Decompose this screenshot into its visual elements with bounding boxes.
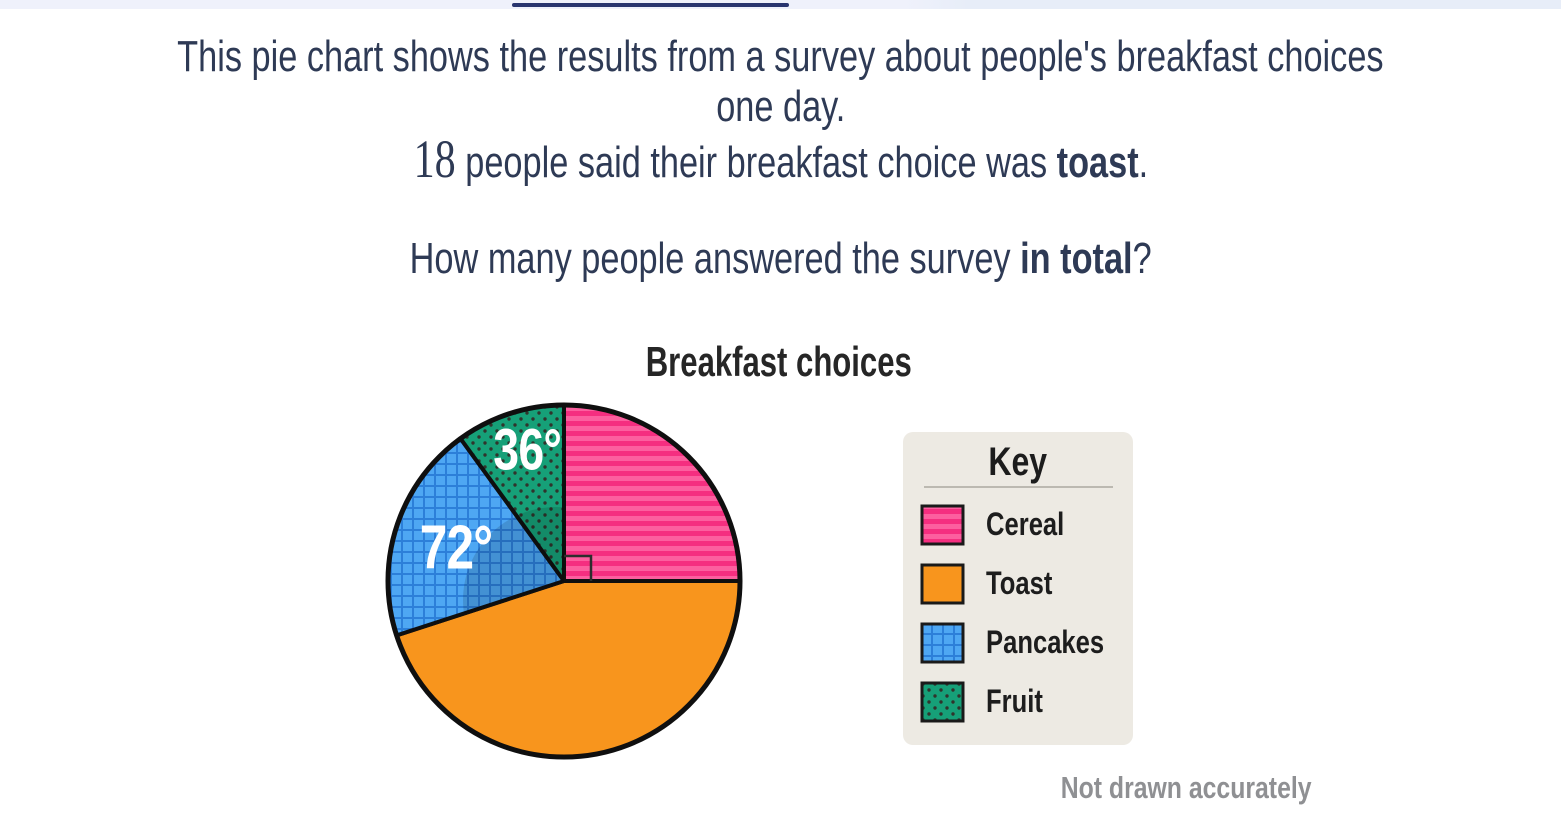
fruit-swatch-icon [920,681,965,722]
key-title: Key [988,440,1048,484]
question-line-4: How many people answered the survey in t… [409,234,1152,283]
pie-chart: 36° 72° [368,386,760,778]
cereal-swatch-icon [920,504,965,545]
key-label-fruit: Fruit [986,683,1043,719]
key-row-fruit: Fruit [920,672,1125,731]
progress-accent-line [512,3,789,7]
key-label-pancakes: Pancakes [986,624,1105,660]
bold-in-total: in total [1019,234,1133,283]
pie-outline [385,402,743,760]
top-progress-strip [0,0,1561,9]
question-line-3: 18 people said their breakfast choice wa… [413,129,1148,189]
question-line-1: This pie chart shows the results from a … [177,32,1384,81]
given-number: 18 [413,129,456,189]
key-label-toast: Toast [986,565,1053,601]
question-line-2: one day. [715,82,846,131]
key-row-cereal: Cereal [920,495,1125,554]
bold-toast: toast [1056,138,1139,187]
right-angle-marker [564,554,593,581]
toast-swatch-icon [920,563,965,604]
key-row-toast: Toast [920,554,1125,613]
angle-label-pancakes: 72° [420,512,493,582]
key-divider [924,486,1113,488]
chart-footnote: Not drawn accurately [1061,770,1312,805]
chart-title: Breakfast choices [645,338,912,385]
chart-key: Key Cereal Toast Pancakes [903,432,1133,745]
pancakes-swatch-icon [920,622,965,663]
key-row-pancakes: Pancakes [920,613,1125,672]
key-label-cereal: Cereal [986,506,1065,542]
angle-label-fruit: 36° [493,417,561,482]
